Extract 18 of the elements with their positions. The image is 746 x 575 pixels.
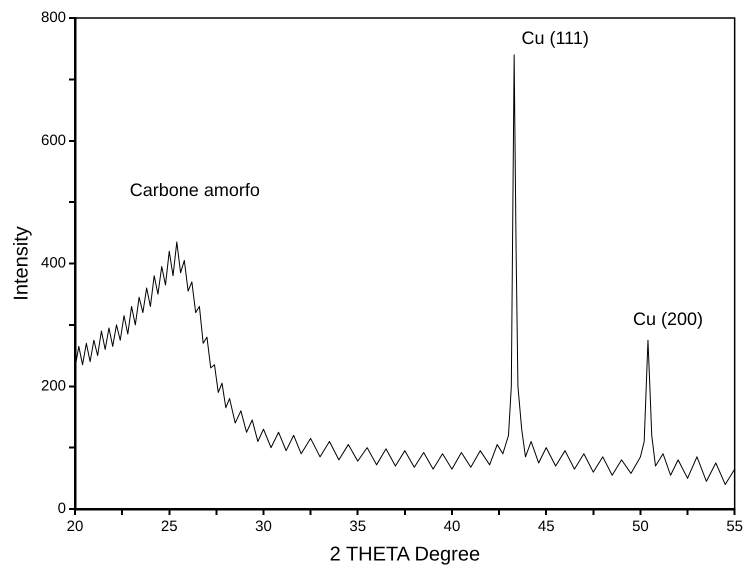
- annotation: Carbone amorfo: [130, 180, 260, 200]
- x-tick-label: 50: [632, 518, 649, 536]
- y-tick-label: 400: [40, 254, 66, 272]
- x-tick-label: 55: [726, 518, 743, 536]
- x-tick-label: 45: [538, 518, 555, 536]
- x-tick-label: 25: [160, 518, 178, 536]
- x-tick-label: 35: [349, 518, 366, 536]
- y-axis-title: Intensity: [10, 226, 33, 301]
- y-tick-label: 0: [58, 500, 66, 518]
- x-tick-label: 40: [444, 518, 460, 536]
- annotation: Cu (200): [632, 309, 703, 330]
- y-tick-label: 800: [40, 9, 66, 26]
- annotation: Cu (111): [521, 28, 589, 48]
- y-tick-label: 200: [40, 377, 66, 394]
- x-tick-label: 30: [255, 518, 272, 536]
- x-tick-label: 20: [66, 518, 84, 536]
- x-axis-title: 2 THETA Degree: [330, 544, 480, 566]
- y-tick-label: 600: [40, 132, 66, 149]
